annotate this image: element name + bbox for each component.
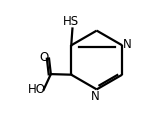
Text: HO: HO: [27, 83, 45, 96]
Text: N: N: [91, 90, 100, 102]
Text: N: N: [123, 38, 132, 51]
Text: HS: HS: [63, 15, 79, 28]
Text: O: O: [39, 51, 48, 64]
